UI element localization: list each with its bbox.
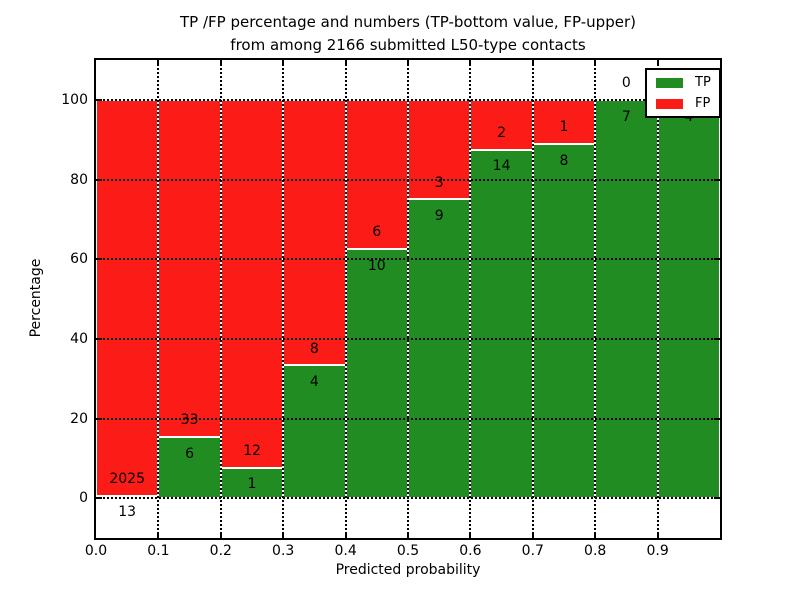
y-tick <box>96 258 102 261</box>
y-tick <box>714 178 720 181</box>
x-tick <box>282 60 285 66</box>
legend-label-fp: FP <box>695 96 711 111</box>
tp-count-label: 14 <box>492 158 511 175</box>
bar-tp-segment <box>595 99 658 499</box>
y-tick <box>714 337 720 340</box>
y-tick <box>714 258 720 261</box>
y-tick-label: 40 <box>70 330 88 347</box>
fp-count-label: 8 <box>309 340 319 357</box>
x-tick-label: 0.4 <box>334 543 357 559</box>
x-tick <box>531 60 534 66</box>
x-tick-label: 0.6 <box>459 543 482 559</box>
fp-count-label: 33 <box>180 412 199 429</box>
x-tick <box>407 532 409 538</box>
fp-count-label: 2 <box>497 124 507 141</box>
bar-fp-segment <box>96 99 159 496</box>
x-tick-labels: 0.0 0.1 0.2 0.3 0.4 0.5 0.6 0.7 0.8 0.9 <box>85 543 720 562</box>
v-gridline <box>157 60 160 538</box>
v-gridline <box>282 60 285 538</box>
bar-fp-segment <box>532 99 596 145</box>
bar-tp-segment <box>657 99 720 499</box>
legend-swatch-fp-icon <box>656 98 683 109</box>
fp-count-label: 1 <box>559 119 569 136</box>
x-tick-label: 0.5 <box>396 543 420 559</box>
y-axis-label: Percentage <box>28 258 44 338</box>
y-tick <box>714 417 720 420</box>
x-tick-label: 0.0 <box>84 543 108 559</box>
x-tick <box>157 60 160 66</box>
fp-count-label: 3 <box>434 174 444 191</box>
v-gridline <box>656 60 659 538</box>
y-tick <box>714 497 720 500</box>
tp-count-label: 8 <box>559 152 569 169</box>
legend-label-tp: TP <box>695 75 711 90</box>
x-tick-label: 0.2 <box>209 543 232 559</box>
fp-count-label: 12 <box>243 442 261 459</box>
x-tick <box>282 532 285 538</box>
tp-count-label: 10 <box>367 257 386 274</box>
x-tick <box>344 60 347 66</box>
v-gridline <box>531 60 534 538</box>
x-tick-label: 0.7 <box>521 543 544 559</box>
v-gridline <box>594 60 597 538</box>
y-tick-label: 60 <box>70 251 88 268</box>
fp-count-label: 0 <box>621 75 631 92</box>
y-tick-label: 80 <box>70 171 88 188</box>
chart-title-line2: from among 2166 submitted L50-type conta… <box>230 36 586 54</box>
bar-fp-segment <box>158 99 221 437</box>
tp-count-label: 4 <box>309 374 319 391</box>
x-tick <box>594 60 597 66</box>
bar-tp-segment <box>345 249 408 499</box>
y-tick-label: 0 <box>79 490 88 507</box>
v-gridline <box>407 60 409 538</box>
x-tick <box>407 60 409 66</box>
tp-count-label: 9 <box>434 208 444 225</box>
x-tick <box>656 60 659 66</box>
fp-count-label: 2025 <box>109 470 146 487</box>
v-gridline <box>344 60 347 538</box>
x-axis-label: Predicted probability <box>335 562 481 578</box>
bar-tp-segment <box>532 144 596 499</box>
tp-count-label: 1 <box>247 476 257 493</box>
x-tick <box>469 532 472 538</box>
v-gridline <box>219 60 222 538</box>
x-tick <box>157 532 160 538</box>
tp-count-label: 7 <box>621 108 631 125</box>
legend-entry-tp: TP <box>656 76 711 89</box>
y-tick-labels: 0 20 40 60 80 100 <box>46 60 88 538</box>
y-tick <box>96 337 102 340</box>
x-tick <box>469 60 472 66</box>
y-tick <box>96 98 102 101</box>
y-tick <box>96 178 102 181</box>
v-gridline <box>469 60 472 538</box>
y-tick-label: 20 <box>70 410 88 427</box>
y-tick <box>96 417 102 420</box>
chart-title-line1: TP /FP percentage and numbers (TP-bottom… <box>180 13 636 31</box>
bar-fp-segment <box>283 99 346 366</box>
bar-fp-segment <box>220 99 284 468</box>
tp-count-label: 6 <box>185 445 195 462</box>
chart-title: TP /FP percentage and numbers (TP-bottom… <box>96 11 720 57</box>
legend-swatch-tp-icon <box>656 77 683 88</box>
x-tick <box>219 60 222 66</box>
plot-area: TP FP 2025133361218461039214180704 <box>94 58 722 540</box>
x-tick-label: 0.1 <box>147 543 170 559</box>
legend-entry-fp: FP <box>656 97 711 110</box>
x-tick <box>594 532 597 538</box>
x-tick <box>656 532 659 538</box>
tp-count-label: 13 <box>118 504 137 521</box>
y-tick <box>96 497 102 500</box>
x-tick-label: 0.8 <box>584 543 607 559</box>
y-tick-label: 100 <box>61 91 88 108</box>
x-tick <box>344 532 347 538</box>
x-tick <box>531 532 534 538</box>
x-tick <box>219 532 222 538</box>
bar-tp-segment <box>470 149 533 499</box>
fp-count-label: 6 <box>372 224 382 241</box>
x-tick-label: 0.9 <box>646 543 669 559</box>
legend: TP FP <box>645 68 721 118</box>
bar-tp-segment <box>408 199 471 499</box>
x-tick-label: 0.3 <box>272 543 295 559</box>
